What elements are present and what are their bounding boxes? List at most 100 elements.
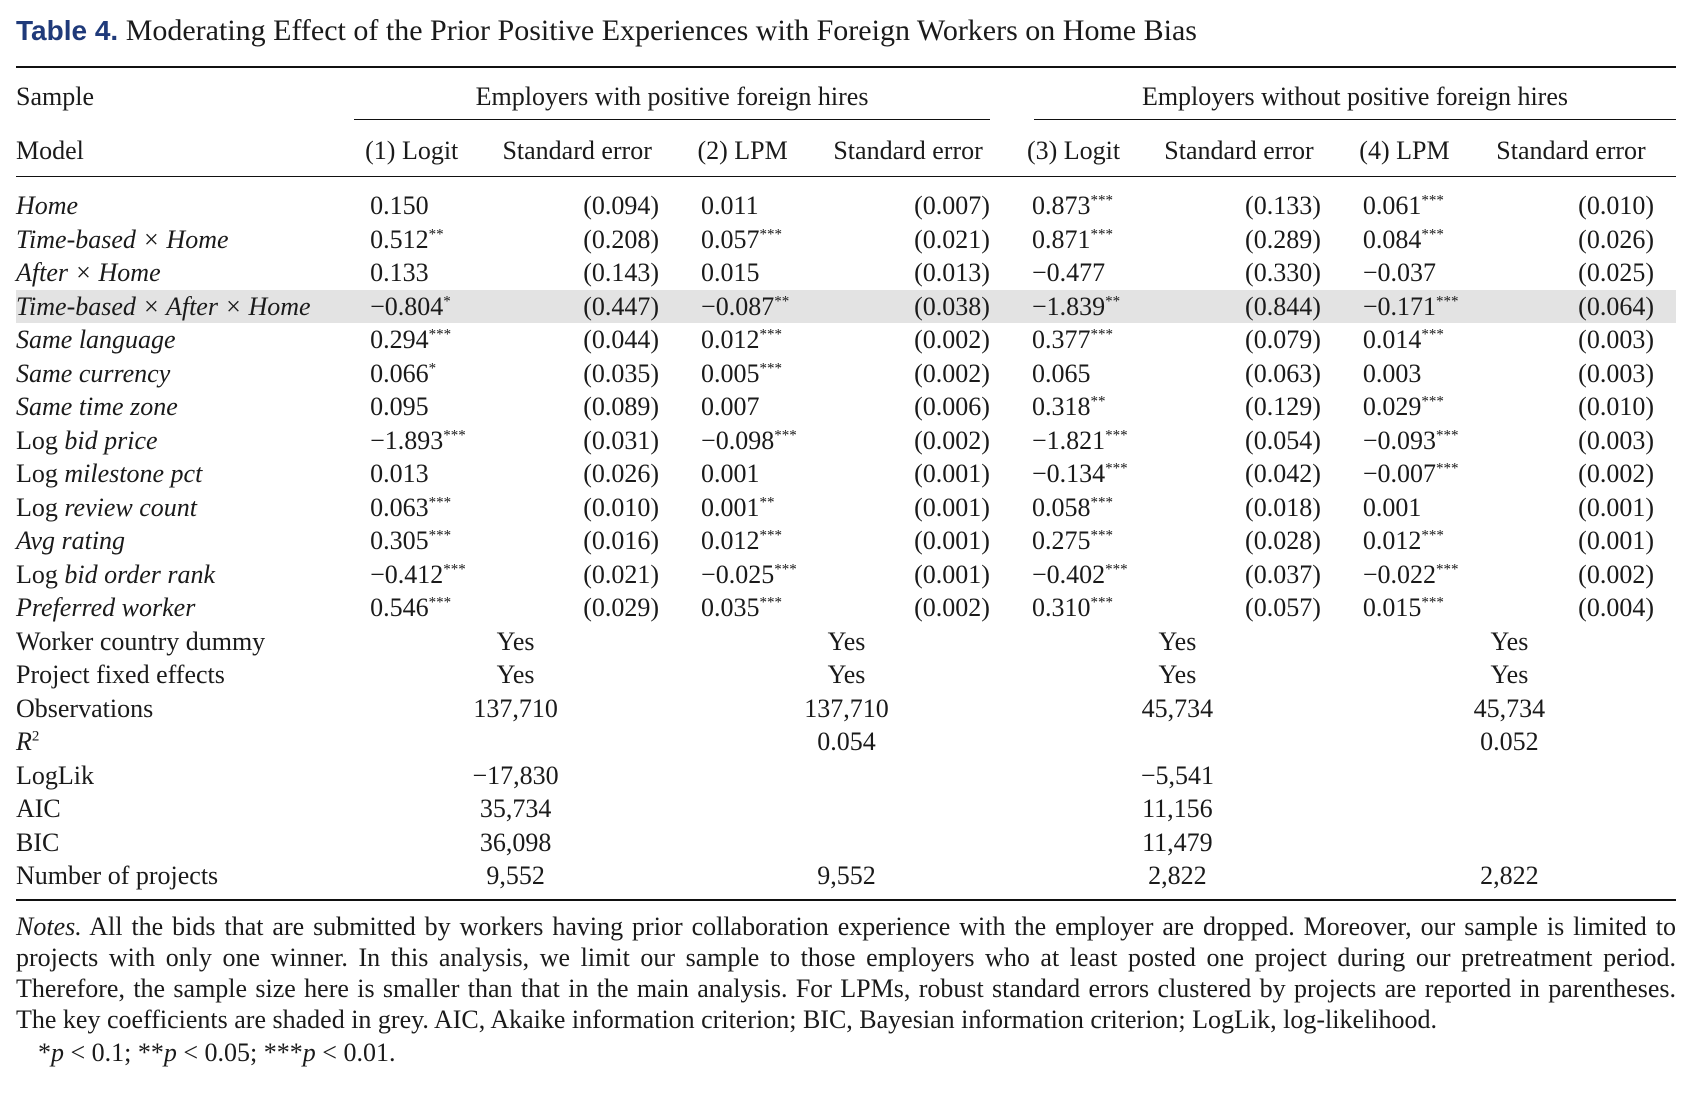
column-header: (2) LPM: [697, 136, 788, 166]
std-error-cell: (0.002): [914, 425, 990, 455]
summary-cell: 45,734: [1473, 693, 1546, 723]
summary-cell: Yes: [827, 626, 866, 656]
table-row: Same currency 0.066* (0.035) 0.005*** (0.002…: [16, 357, 1676, 391]
table-row: Same time zone 0.095 (0.089) 0.007 (0.006) 0.…: [16, 390, 1676, 424]
std-error-cell: (0.003): [1578, 425, 1654, 455]
row-label: Log review count: [16, 492, 197, 522]
coefficient-cell: 0.377***: [1031, 325, 1113, 354]
group1-label: Employers with positive foreign hires: [354, 75, 990, 120]
std-error-cell: (0.057): [1245, 593, 1321, 622]
std-error-cell: (0.001): [1578, 492, 1654, 522]
table-row: Preferred worker 0.546*** (0.029) 0.035*** (…: [16, 591, 1676, 625]
std-error-cell: (0.035): [583, 358, 660, 388]
row-label: After × Home: [16, 258, 161, 287]
std-error-cell: (0.133): [1245, 191, 1321, 220]
std-error-cell: (0.010): [1578, 191, 1654, 220]
summary-cell: 35,734: [479, 794, 552, 823]
std-error-cell: (0.129): [1245, 392, 1321, 421]
std-error-cell: (0.208): [583, 224, 660, 254]
std-error-cell: (0.001): [914, 459, 990, 488]
column-header: Standard error: [1496, 136, 1646, 166]
std-error-cell: (0.021): [914, 224, 990, 254]
coefficient-cell: −0.402***: [1031, 559, 1128, 589]
row-label: Avg rating: [16, 526, 126, 555]
summary-cell: [1343, 826, 1676, 860]
table-row: After × Home 0.133 (0.143) 0.015 (0.013) −0.4…: [16, 256, 1676, 290]
coefficient-rows: Home 0.150 (0.094) 0.011 (0.007) 0.873*** (0.1…: [16, 177, 1676, 625]
summary-label: BIC: [16, 827, 60, 857]
coefficient-cell: −0.037: [1362, 258, 1437, 287]
std-error-cell: (0.064): [1466, 289, 1676, 323]
std-error-cell: (0.002): [914, 325, 990, 354]
coefficient-cell: −0.022***: [1362, 559, 1459, 589]
coefficient-cell: 0.084***: [1362, 224, 1444, 254]
coefficient-cell: −0.171***: [1342, 289, 1467, 323]
coefficient-cell: 0.150: [370, 191, 429, 220]
std-error-cell: (0.010): [1578, 392, 1654, 421]
summary-label: Number of projects: [16, 861, 219, 890]
table-caption: Table 4. Moderating Effect of the Prior …: [16, 10, 1676, 52]
summary-cell: 0.052: [1480, 727, 1539, 756]
summary-cell: 45,734: [1141, 693, 1214, 723]
coefficient-cell: −1.839**: [1011, 289, 1136, 323]
column-header: Standard error: [1164, 136, 1314, 166]
row-label: Log bid order rank: [16, 559, 216, 589]
column-header: Standard error: [502, 136, 652, 166]
summary-cell: [681, 759, 1012, 793]
summary-cell: Yes: [496, 626, 535, 656]
coefficient-cell: −0.025***: [701, 559, 797, 589]
std-error-cell: (0.006): [914, 392, 990, 421]
std-error-cell: (0.038): [804, 289, 1012, 323]
row-label: Time-based × After × Home: [16, 289, 351, 323]
summary-cell: [681, 792, 1012, 826]
coefficient-cell: −1.893***: [370, 425, 466, 455]
coefficient-cell: 0.294***: [370, 325, 452, 354]
sample-label: Sample: [16, 82, 94, 112]
coefficient-cell: 0.015***: [1362, 593, 1444, 622]
summary-row: Number of projects 9,552 9,552 2,822 2,822: [16, 859, 1676, 900]
coefficient-cell: 0.310***: [1031, 593, 1113, 622]
coefficient-cell: 0.512**: [370, 224, 444, 254]
column-header: (3) Logit: [1026, 136, 1121, 166]
coefficient-cell: 0.546***: [370, 593, 452, 622]
summary-cell: [681, 826, 1012, 860]
std-error-cell: (0.001): [914, 492, 990, 522]
regression-table: Sample Employers with positive foreign h…: [16, 66, 1676, 901]
std-error-cell: (0.002): [1578, 559, 1654, 589]
summary-cell: 137,710: [804, 693, 889, 723]
std-error-cell: (0.330): [1245, 258, 1321, 287]
std-error-cell: (0.025): [1578, 258, 1654, 287]
summary-cell: Yes: [1490, 660, 1529, 689]
coefficient-cell: 0.015: [701, 258, 760, 287]
std-error-cell: (0.079): [1245, 325, 1321, 354]
coefficient-cell: −0.098***: [701, 425, 797, 455]
coefficient-cell: −0.093***: [1362, 425, 1459, 455]
coefficient-cell: 0.058***: [1031, 492, 1113, 522]
coefficient-cell: 0.013: [370, 459, 429, 488]
std-error-cell: (0.002): [914, 593, 990, 622]
group2-label: Employers without positive foreign hires: [1033, 75, 1676, 120]
coefficient-cell: 0.029***: [1362, 392, 1444, 421]
std-error-cell: (0.063): [1245, 358, 1321, 388]
std-error-cell: (0.003): [1578, 325, 1654, 354]
summary-cell: 11,479: [1142, 827, 1213, 857]
coefficient-cell: 0.305***: [370, 526, 452, 555]
coefficient-cell: 0.057***: [701, 224, 783, 254]
coefficient-cell: 0.001**: [701, 492, 775, 522]
table-label: Table 4.: [16, 15, 119, 46]
table-row: Log milestone pct 0.013 (0.026) 0.001 (0.001…: [16, 457, 1676, 491]
coefficient-cell: 0.014***: [1362, 325, 1444, 354]
summary-cell: Yes: [1158, 626, 1197, 656]
column-header: Standard error: [833, 136, 983, 166]
summary-label: AIC: [16, 794, 61, 823]
coefficient-cell: −0.007***: [1362, 459, 1459, 488]
summary-label: Project fixed effects: [16, 660, 225, 689]
coefficient-cell: −0.477: [1031, 258, 1106, 287]
std-error-cell: (0.029): [583, 593, 660, 622]
summary-label: Observations: [16, 693, 154, 723]
significance-legend: *p < 0.1; **p < 0.05; ***p < 0.01.: [38, 1037, 396, 1067]
std-error-cell: (0.021): [583, 559, 660, 589]
summary-cell: [1343, 792, 1676, 826]
summary-row: Project fixed effects Yes Yes Yes Yes: [16, 658, 1676, 692]
std-error-cell: (0.001): [914, 526, 990, 555]
